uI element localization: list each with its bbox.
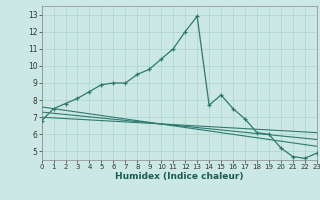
X-axis label: Humidex (Indice chaleur): Humidex (Indice chaleur): [115, 172, 244, 181]
